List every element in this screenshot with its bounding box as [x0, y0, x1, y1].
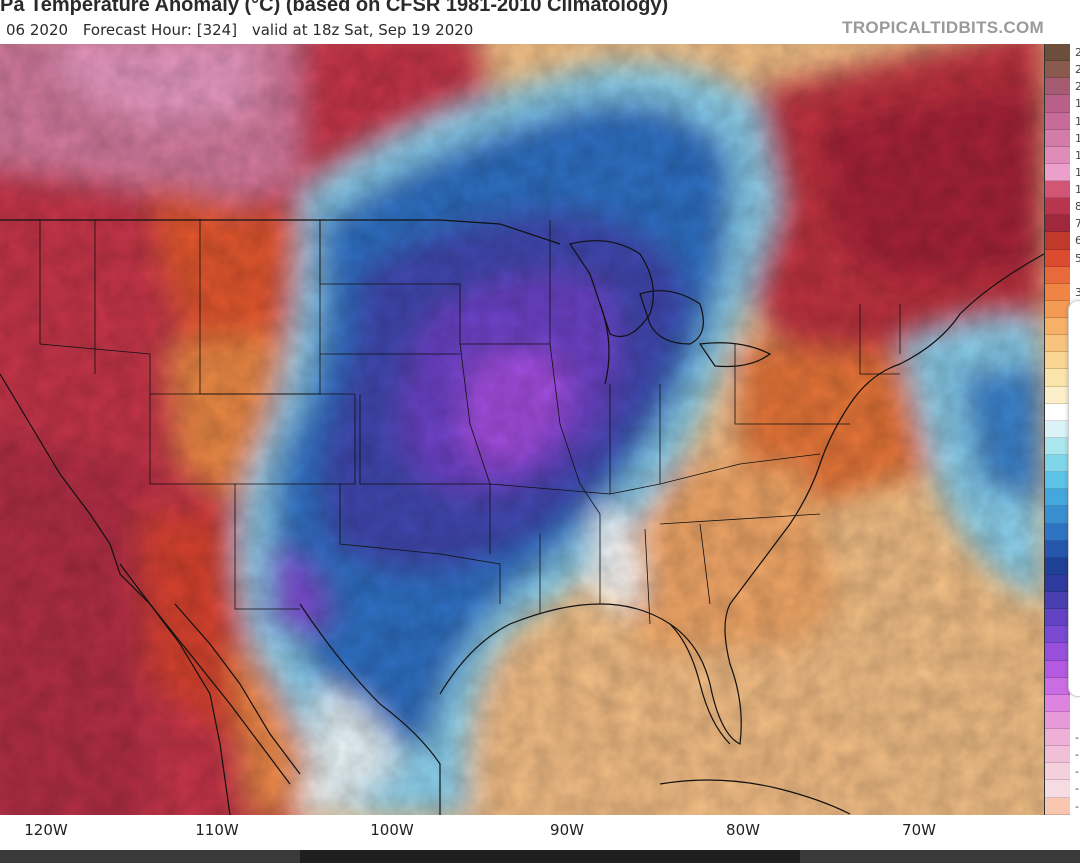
- colorbar-cell: [1045, 506, 1070, 524]
- colorbar-cell: [1045, 420, 1070, 438]
- colorbar-cell: [1045, 574, 1070, 592]
- brand-watermark: TROPICALTIDBITS.COM: [842, 18, 1044, 37]
- colorbar-cell: 1: [1045, 95, 1080, 113]
- colorbar-cell: 8: [1045, 198, 1080, 216]
- colorbar-label: -: [1075, 782, 1079, 796]
- colorbar-cell: [1045, 455, 1070, 473]
- colorbar-cell: 7: [1045, 215, 1080, 233]
- colorbar-cell: 1: [1045, 352, 1080, 370]
- longitude-label: 70W: [902, 821, 936, 839]
- colorbar-cell: [1045, 643, 1070, 661]
- colorbar-cell: [1045, 609, 1070, 627]
- colorbar-cell: [1045, 437, 1070, 455]
- colorbar-cell: -: [1045, 763, 1079, 781]
- colorbar-label: 8: [1075, 200, 1080, 214]
- colorbar-cell: [1045, 592, 1070, 610]
- colorbar-cell: [1045, 694, 1070, 712]
- longitude-label: 80W: [726, 821, 760, 839]
- colorbar-label: -: [1075, 748, 1079, 762]
- colorbar-label: 1: [1075, 148, 1080, 162]
- longitude-axis: 120W 110W 100W 90W 80W 70W: [0, 815, 1044, 845]
- colorbar-cell: [1045, 489, 1070, 507]
- colorbar-cell: 2: [1045, 318, 1080, 336]
- colorbar-cell: -: [1045, 797, 1079, 815]
- colorbar-label: -: [1075, 799, 1079, 813]
- longitude-label: 120W: [24, 821, 68, 839]
- valid-time: valid at 18z Sat, Sep 19 2020: [251, 21, 474, 39]
- longitude-label: 100W: [370, 821, 414, 839]
- colorbar-cell: [1045, 523, 1070, 541]
- colorbar-label: 5: [1075, 251, 1080, 265]
- colorbar-cell: [1045, 472, 1070, 490]
- strip-segment: [0, 850, 300, 863]
- colorbar-label: -: [1075, 765, 1079, 779]
- colorbar-cell: -: [1045, 746, 1079, 764]
- colorbar-label: 7: [1075, 217, 1080, 231]
- colorbar-cell: [1045, 660, 1070, 678]
- colorbar-label: 2: [1075, 63, 1080, 77]
- colorbar-cell: [1045, 626, 1070, 644]
- colorbar-label: 2: [1075, 80, 1080, 94]
- colorbar-cell: 1: [1045, 163, 1080, 181]
- colorbar-cell: 2: [1045, 61, 1080, 79]
- longitude-label: 90W: [550, 821, 584, 839]
- colorbar-cell: 2: [1045, 44, 1080, 62]
- colorbar-cell: [1045, 711, 1070, 729]
- colorbar-cell: 2: [1045, 335, 1080, 353]
- colorbar-cell: 1: [1045, 112, 1080, 130]
- colorbar-label: 1: [1075, 131, 1080, 145]
- colorbar-cell: [1045, 557, 1070, 575]
- colorbar-cell: 5: [1045, 249, 1080, 267]
- colorbar-label: 1: [1075, 183, 1080, 196]
- longitude-label: 110W: [195, 821, 239, 839]
- colorbar-cell: -: [1045, 780, 1079, 798]
- colorbar-cell: 3: [1045, 300, 1080, 318]
- colorbar-label: 1: [1075, 165, 1080, 179]
- colorbar-cell: [1045, 266, 1070, 284]
- colorbar: 222111111876533221100-----: [1044, 44, 1080, 815]
- anomaly-map[interactable]: [0, 44, 1044, 815]
- forecast-hour: Forecast Hour: [324]: [82, 21, 238, 39]
- colorbar-cell: 6: [1045, 232, 1080, 250]
- colorbar-pull-tab[interactable]: [1068, 300, 1080, 697]
- bottom-strip: [0, 850, 1080, 863]
- colorbar-cell: 0: [1045, 403, 1080, 421]
- colorbar-cell: 0: [1045, 386, 1080, 404]
- map-subtitle: 06 2020 Forecast Hour: [324] valid at 18…: [6, 21, 483, 39]
- colorbar-cell: 1: [1045, 129, 1080, 147]
- colorbar-cell: -: [1045, 729, 1079, 747]
- colorbar-cell: [1045, 677, 1070, 695]
- colorbar-label: 1: [1075, 114, 1080, 128]
- colorbar-cell: 2: [1045, 78, 1080, 96]
- run-date: 06 2020: [6, 21, 69, 39]
- colorbar-cell: 1: [1045, 146, 1080, 164]
- strip-segment: [800, 850, 1080, 863]
- colorbar-label: -: [1075, 731, 1079, 744]
- colorbar-label: 2: [1075, 46, 1080, 59]
- colorbar-cell: [1045, 540, 1070, 558]
- colorbar-label: 3: [1075, 285, 1080, 299]
- coastlines: [0, 219, 1044, 815]
- colorbar-cell: 1: [1045, 181, 1080, 199]
- colorbar-label: 1: [1075, 97, 1080, 111]
- colorbar-cell: 1: [1045, 369, 1080, 387]
- colorbar-label: 6: [1075, 234, 1080, 248]
- map-title: Pa Temperature Anomaly (°C) (based on CF…: [0, 0, 669, 16]
- colorbar-cell: 3: [1045, 283, 1080, 301]
- state-borders: [39, 220, 901, 625]
- anomaly-field: [0, 44, 1044, 815]
